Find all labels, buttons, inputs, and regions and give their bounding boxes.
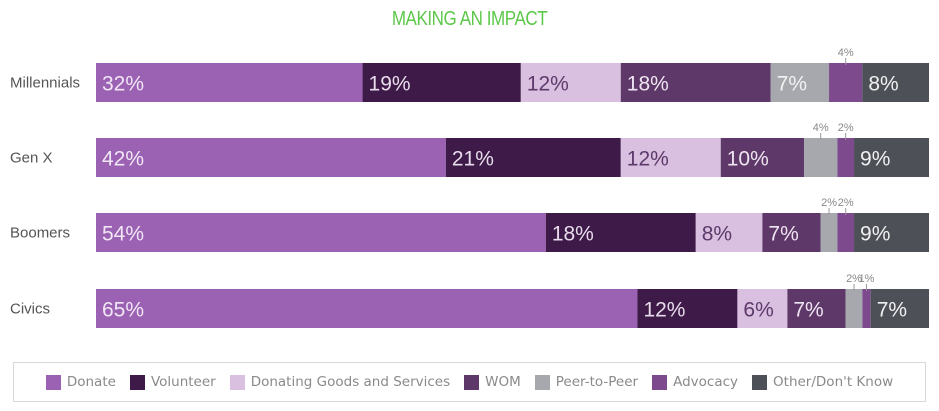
bar-segment (445, 138, 621, 177)
data-label: 12% (527, 73, 569, 96)
bar-segment (870, 289, 929, 328)
bar-segment (787, 289, 846, 328)
data-label: 2% (846, 273, 862, 285)
legend-item: Other/Don't Know (752, 374, 893, 390)
data-label: 18% (552, 223, 594, 246)
legend-swatch (534, 374, 550, 390)
legend-label: Other/Don't Know (773, 374, 894, 390)
bar-segment (829, 63, 863, 102)
data-label: 42% (102, 148, 144, 171)
data-label: 4% (813, 122, 829, 134)
data-label: 1% (859, 273, 875, 285)
bar-segment (770, 63, 830, 102)
data-label: 2% (838, 122, 854, 134)
chart-title: MAKING AN IMPACT (391, 8, 548, 30)
data-label: 7% (877, 299, 907, 322)
bar-segment (637, 289, 738, 328)
legend-swatch (129, 374, 145, 390)
bar-segment (820, 213, 838, 252)
data-label: 7% (777, 73, 807, 96)
bar-segment (362, 63, 521, 102)
data-label: 10% (727, 148, 769, 171)
data-label: 12% (627, 148, 669, 171)
bar-segment (804, 138, 838, 177)
row-label: Boomers (10, 225, 70, 242)
data-label: 21% (452, 148, 494, 171)
data-label: 4% (838, 47, 854, 59)
data-label: 54% (102, 223, 144, 246)
data-label: 8% (702, 223, 732, 246)
data-label: 32% (102, 73, 144, 96)
data-label: 8% (868, 73, 898, 96)
data-label: 7% (768, 223, 798, 246)
row-label: Gen X (10, 150, 53, 167)
legend-swatch (752, 374, 768, 390)
data-label: 65% (102, 299, 144, 322)
bar-segment (96, 213, 546, 252)
data-label: 18% (627, 73, 669, 96)
legend-item: WOM (464, 374, 521, 390)
legend-label: Peer-to-Peer (555, 374, 639, 390)
data-label: 9% (860, 223, 890, 246)
bar-segment (837, 213, 855, 252)
bar-segment (545, 213, 696, 252)
bar-segment (737, 289, 788, 328)
data-label: 2% (838, 197, 854, 209)
row-label: Millennials (10, 75, 80, 92)
legend-label: Donating Goods and Services (250, 374, 451, 390)
legend-item: Peer-to-Peer (534, 374, 639, 390)
legend-swatch (652, 374, 668, 390)
bar-segment (720, 138, 805, 177)
bar-segment (695, 213, 763, 252)
data-label: 2% (821, 197, 837, 209)
legend-label: WOM (485, 374, 521, 390)
stacked-bar-chart: Millennials 32% 19% 12% 18% 7% 4% 8% Gen X 42% 21%… (10, 47, 929, 328)
data-label: 9% (860, 148, 890, 171)
legend-label: Donate (66, 374, 116, 390)
legend-swatch (229, 374, 245, 390)
bar-segment (96, 138, 446, 177)
bar-segment (96, 63, 363, 102)
data-label: 19% (369, 73, 411, 96)
bar-segment (620, 138, 721, 177)
bar-segment (762, 213, 821, 252)
bar-segment (837, 138, 855, 177)
data-label: 7% (793, 299, 823, 322)
bar-segment (845, 289, 863, 328)
legend-item: Donate (45, 374, 116, 390)
bar-segment (854, 213, 929, 252)
bar-segment (96, 289, 638, 328)
legend-item: Donating Goods and Services (229, 374, 451, 390)
bar-segment (520, 63, 621, 102)
data-label: 12% (643, 299, 685, 322)
legend-item: Advocacy (652, 374, 738, 390)
bar-segment (862, 289, 871, 328)
chart-legend: Donate Volunteer Donating Goods and Servic… (13, 362, 926, 402)
bar-segment (854, 138, 929, 177)
row-label: Civics (10, 301, 50, 318)
data-label: 6% (743, 299, 773, 322)
legend-swatch (45, 374, 61, 390)
legend-label: Volunteer (150, 374, 216, 390)
legend-swatch (464, 374, 480, 390)
legend-label: Advocacy (673, 374, 739, 390)
bar-segment (620, 63, 771, 102)
legend-item: Volunteer (129, 374, 216, 390)
bar-segment (862, 63, 929, 102)
